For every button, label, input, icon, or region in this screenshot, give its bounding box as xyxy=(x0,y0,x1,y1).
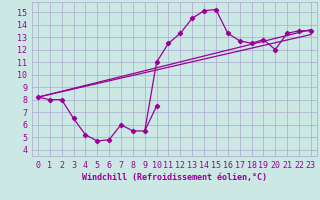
X-axis label: Windchill (Refroidissement éolien,°C): Windchill (Refroidissement éolien,°C) xyxy=(82,173,267,182)
